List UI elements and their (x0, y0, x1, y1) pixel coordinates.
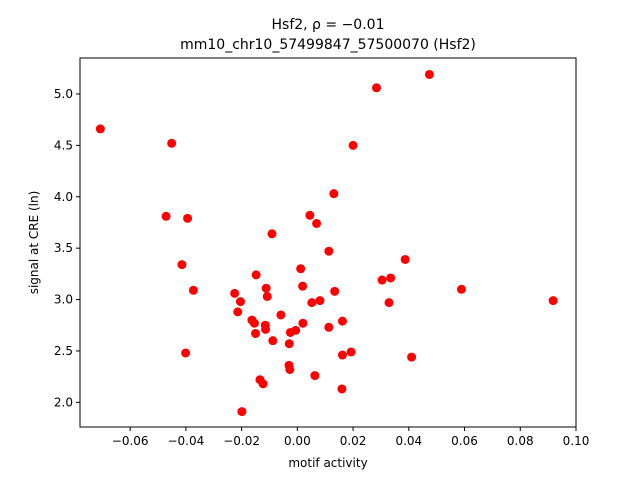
x-tick-label: −0.02 (223, 434, 260, 448)
x-tick-label: 0.04 (395, 434, 422, 448)
data-point-41 (337, 350, 347, 360)
x-tick-label: 0.02 (340, 434, 367, 448)
y-tick-label: 4.5 (54, 138, 73, 152)
data-point-0 (95, 124, 105, 134)
data-point-36 (324, 246, 334, 256)
data-point-49 (386, 273, 396, 283)
data-point-8 (236, 297, 245, 307)
data-point-28 (258, 379, 268, 389)
data-point-38 (330, 286, 340, 296)
data-point-23 (291, 325, 301, 335)
data-point-18 (261, 324, 271, 334)
y-tick-label: 3.5 (54, 241, 73, 255)
data-point-4 (177, 260, 187, 270)
data-point-9 (233, 307, 243, 317)
x-tick-label: 0.06 (451, 434, 478, 448)
y-tick-label: 3.0 (54, 293, 73, 307)
x-tick-label: 0.10 (563, 434, 590, 448)
data-point-15 (249, 318, 259, 328)
data-point-42 (346, 347, 356, 357)
data-point-40 (337, 316, 347, 326)
data-point-34 (305, 210, 315, 220)
data-point-54 (548, 296, 558, 306)
data-point-32 (307, 298, 317, 308)
y-axis-label: signal at CRE (ln) (27, 191, 41, 295)
data-point-26 (285, 364, 295, 374)
x-tick-label: 0.00 (284, 434, 311, 448)
data-point-6 (181, 348, 191, 358)
x-tick-label: 0.08 (507, 434, 534, 448)
data-point-39 (324, 322, 334, 332)
chart-title-line1: Hsf2, ρ = −0.01 (272, 17, 385, 33)
data-point-43 (337, 384, 347, 394)
data-point-11 (261, 283, 271, 293)
data-point-45 (348, 140, 358, 150)
x-tick-label: −0.04 (167, 434, 204, 448)
x-axis-ticks: −0.06 −0.04 −0.02 0.00 0.02 0.04 0.06 0.08 0.10 (112, 427, 590, 448)
y-tick-label: 2.5 (54, 344, 73, 358)
data-point-53 (456, 284, 466, 294)
y-tick-label: 2.0 (54, 395, 73, 409)
data-point-52 (407, 352, 417, 362)
y-axis-ticks: 2.0 2.5 3.0 3.5 4.0 4.5 5.0 (54, 87, 80, 409)
data-point-24 (298, 318, 308, 328)
data-point-48 (377, 275, 387, 285)
data-point-1 (167, 138, 177, 148)
data-point-7 (230, 288, 240, 298)
data-point-19 (268, 336, 278, 346)
data-point-46 (371, 83, 381, 93)
data-point-13 (267, 229, 277, 239)
data-point-30 (296, 264, 306, 274)
data-point-12 (262, 291, 272, 301)
data-point-47 (424, 69, 434, 79)
data-point-35 (312, 218, 322, 228)
data-point-29 (237, 407, 247, 417)
data-point-51 (384, 298, 394, 308)
plot-frame (79, 57, 577, 428)
data-point-50 (400, 254, 410, 264)
data-point-31 (298, 281, 308, 291)
data-point-5 (188, 285, 198, 295)
data-point-2 (161, 211, 171, 221)
data-point-16 (251, 328, 261, 338)
x-tick-label: −0.06 (112, 434, 149, 448)
data-point-20 (276, 310, 286, 320)
data-point-33 (315, 296, 325, 306)
data-point-37 (329, 189, 339, 199)
data-point-3 (183, 213, 193, 223)
x-axis-label: motif activity (288, 456, 367, 470)
y-tick-label: 5.0 (54, 87, 73, 101)
chart-title-line2: mm10_chr10_57499847_57500070 (Hsf2) (180, 37, 476, 53)
data-point-10 (251, 270, 261, 280)
y-tick-label: 4.0 (54, 190, 73, 204)
data-point-21 (284, 339, 294, 349)
data-points (95, 69, 558, 417)
data-point-44 (310, 371, 320, 381)
